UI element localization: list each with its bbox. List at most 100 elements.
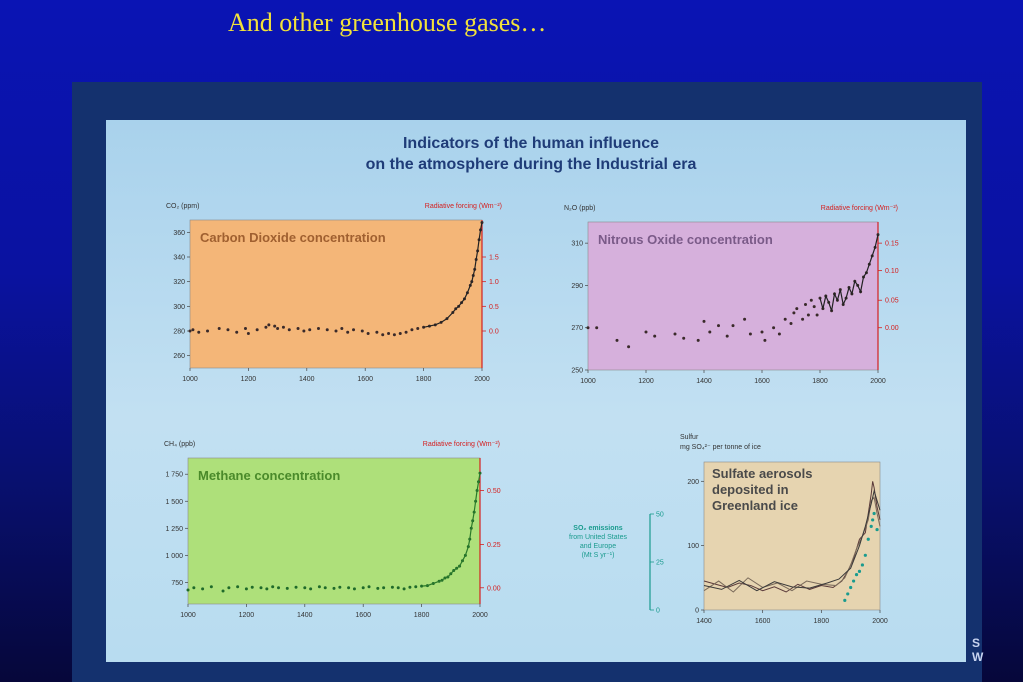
- data-point: [682, 336, 686, 340]
- data-point: [316, 327, 320, 331]
- x-tick-label: 1600: [357, 376, 373, 383]
- emission-point: [854, 573, 859, 577]
- data-point: [772, 326, 776, 330]
- data-point: [338, 585, 342, 589]
- emission-axis-label: SO₂ emissions: [573, 525, 623, 532]
- x-tick-label: 2000: [472, 612, 488, 619]
- data-point: [789, 321, 793, 325]
- data-point: [273, 324, 277, 328]
- data-point: [186, 588, 190, 592]
- data-point: [227, 586, 231, 590]
- data-point: [332, 586, 336, 590]
- trend-line: [423, 222, 483, 328]
- trend-line: [421, 473, 481, 587]
- data-point: [217, 327, 221, 331]
- y-axis-label: CH₄ (ppb): [164, 441, 195, 448]
- data-point: [361, 586, 365, 590]
- data-point: [267, 323, 271, 327]
- forcing-tick-label: 0.15: [885, 241, 899, 248]
- y-tick-label: 750: [171, 580, 183, 587]
- data-point: [192, 586, 196, 590]
- y-tick-label: 200: [687, 479, 699, 486]
- data-point: [792, 311, 796, 315]
- x-tick-label: 1800: [814, 618, 830, 625]
- data-point: [795, 307, 799, 311]
- data-point: [334, 329, 338, 333]
- y-tick-label: 0: [695, 608, 699, 615]
- data-point: [246, 331, 250, 335]
- data-point: [387, 331, 391, 335]
- data-point: [760, 330, 764, 334]
- sulfate-series-line: [703, 496, 881, 593]
- data-point: [296, 327, 300, 331]
- x-tick-label: 1200: [239, 612, 255, 619]
- data-point: [382, 586, 386, 590]
- emission-point: [872, 511, 876, 516]
- x-tick-label: 1800: [414, 612, 430, 619]
- emission-point: [866, 537, 870, 541]
- data-point: [812, 305, 816, 309]
- data-point: [303, 586, 307, 590]
- data-point: [294, 585, 298, 589]
- x-tick-label: 1400: [297, 612, 313, 619]
- data-point: [804, 302, 807, 306]
- data-point: [191, 328, 195, 332]
- y-tick-label: 360: [173, 230, 185, 237]
- data-point: [250, 585, 254, 589]
- data-point: [414, 585, 418, 589]
- forcing-axis-label: Radiative forcing (Wm⁻²): [821, 205, 898, 212]
- data-point: [586, 326, 590, 330]
- emission-point: [875, 527, 879, 532]
- emission-point: [846, 592, 850, 596]
- emission-point: [863, 553, 867, 557]
- y-tick-label: 270: [571, 325, 583, 332]
- plot-area-1: [189, 219, 483, 369]
- data-point: [801, 317, 805, 321]
- data-point: [221, 589, 225, 593]
- data-point: [235, 330, 239, 334]
- emission-point: [869, 524, 873, 528]
- y-tick-label: 100: [687, 543, 699, 550]
- data-point: [347, 586, 351, 590]
- data-point: [404, 330, 408, 334]
- panel-title: deposited in: [712, 482, 789, 497]
- data-point: [352, 328, 356, 332]
- forcing-tick-label: 1.0: [489, 279, 499, 286]
- forcing-axis-label: Radiative forcing (Wm⁻²): [423, 441, 500, 448]
- data-point: [367, 585, 371, 589]
- emission-axis-label: from United States: [569, 534, 627, 541]
- y-axis-label: Sulfur: [680, 434, 699, 441]
- forcing-tick-label: 0.25: [487, 542, 501, 549]
- y-tick-label: 1 250: [165, 526, 183, 533]
- x-tick-label: 1600: [355, 612, 371, 619]
- data-point: [276, 327, 280, 331]
- data-point: [595, 326, 599, 330]
- data-point: [352, 587, 356, 591]
- x-tick-label: 1800: [812, 378, 828, 385]
- data-point: [783, 317, 787, 321]
- data-point: [271, 585, 275, 589]
- data-point: [396, 586, 400, 590]
- x-tick-label: 1400: [696, 618, 712, 625]
- forcing-tick-label: 0.50: [487, 488, 501, 495]
- figure-title-line-2: on the atmosphere during the Industrial …: [366, 156, 697, 173]
- forcing-tick-label: 0.00: [487, 585, 501, 592]
- panel-title: Nitrous Oxide concentration: [598, 232, 773, 247]
- data-point: [259, 586, 263, 590]
- data-point: [763, 338, 767, 342]
- forcing-axis-label: Radiative forcing (Wm⁻²): [425, 203, 502, 210]
- y-tick-label: 300: [173, 304, 185, 311]
- x-tick-label: 1600: [754, 378, 770, 385]
- data-point: [244, 587, 248, 591]
- data-point: [287, 328, 291, 332]
- y-tick-label: 310: [571, 241, 583, 248]
- data-point: [410, 328, 414, 332]
- data-point: [309, 587, 313, 591]
- data-point: [809, 298, 813, 302]
- data-point: [323, 586, 327, 590]
- emission-axis-label: (Mt S yr⁻¹): [582, 552, 615, 559]
- x-tick-label: 2000: [474, 376, 490, 383]
- y-tick-label: 320: [173, 279, 185, 286]
- data-point: [346, 330, 350, 334]
